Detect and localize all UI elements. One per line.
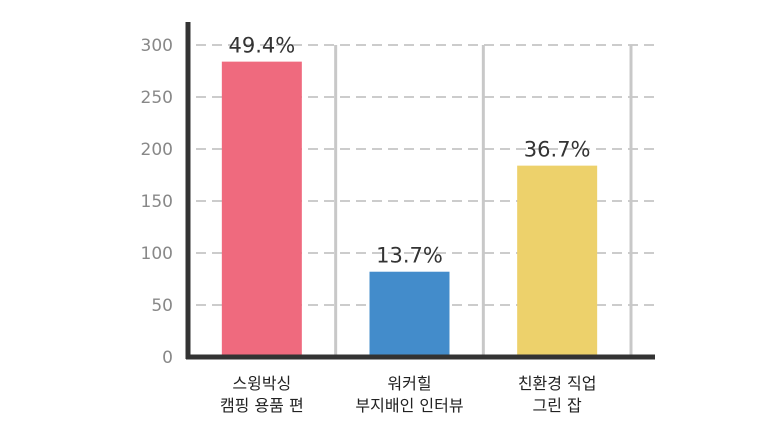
category-label: 스윙박싱 [232, 374, 291, 393]
y-tick-label: 50 [151, 296, 173, 316]
data-label: 13.7% [376, 244, 443, 268]
data-label: 36.7% [524, 138, 591, 162]
data-label: 49.4% [228, 34, 295, 58]
y-tick-label: 200 [141, 140, 173, 160]
category-label: 그린 잡 [533, 396, 583, 415]
bar [221, 61, 302, 357]
y-tick-label: 150 [141, 192, 173, 212]
category-label: 부지배인 인터뷰 [355, 396, 463, 415]
category-label: 친환경 직업 [518, 374, 597, 393]
axes [185, 22, 655, 360]
category-label: 캠핑 용품 편 [220, 396, 304, 415]
y-tick-label: 250 [141, 88, 173, 108]
y-tick-label: 0 [162, 348, 173, 368]
bar [517, 165, 598, 357]
bar [369, 271, 450, 357]
y-tick-label: 100 [141, 244, 173, 264]
y-tick-label: 300 [141, 36, 173, 56]
category-label: 워커힐 [387, 374, 431, 393]
bars [221, 61, 598, 357]
